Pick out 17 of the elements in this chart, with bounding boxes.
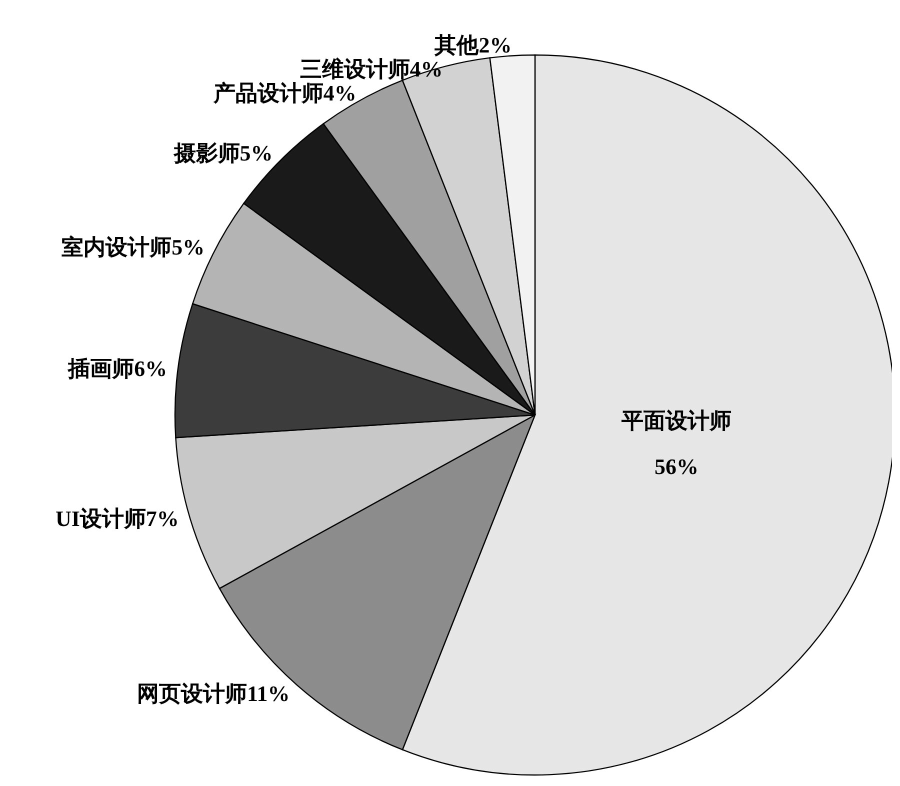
slice-label: 产品设计师 [213, 80, 324, 106]
data-label: 6% [134, 356, 168, 382]
data-label: 56% [654, 454, 698, 479]
data-label: 4% [323, 80, 356, 106]
slice-label: 摄影师 [174, 140, 240, 166]
slice-label: UI设计师 [55, 506, 146, 532]
data-label: 7% [146, 506, 179, 532]
data-label: 2% [478, 32, 512, 58]
slice-label: 其他 [434, 32, 479, 58]
slice-label: 平面设计师 [620, 408, 732, 433]
data-label: 5% [172, 234, 205, 260]
slice-label: 插画师 [68, 356, 134, 382]
slice-label: 三维设计师 [300, 56, 410, 82]
data-label: 5% [240, 140, 273, 166]
slice-label: 室内设计师 [62, 234, 172, 260]
data-label: 11% [246, 680, 290, 706]
slice-label: 网页设计师 [136, 680, 247, 706]
